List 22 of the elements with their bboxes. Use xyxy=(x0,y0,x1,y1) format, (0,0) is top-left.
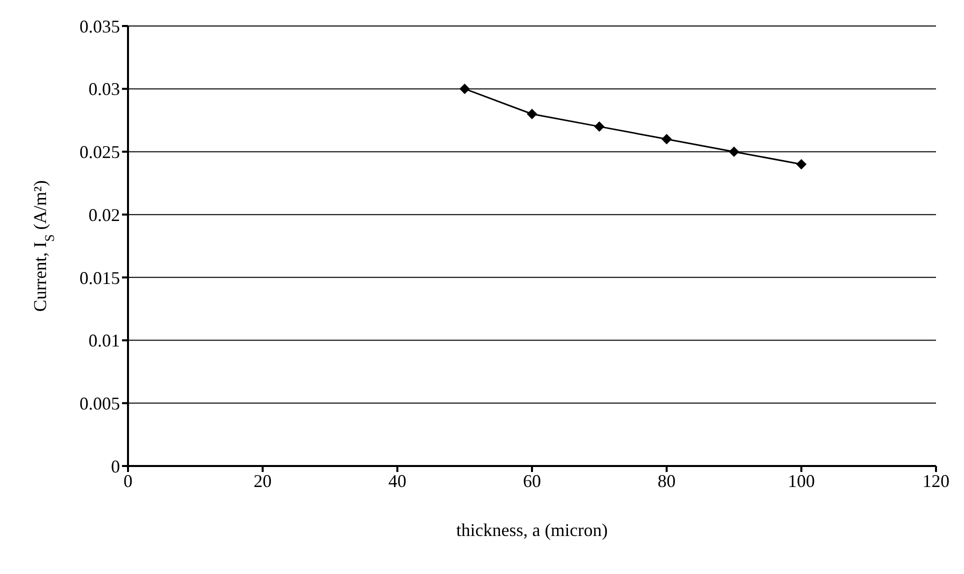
y-tick-label: 0.02 xyxy=(88,204,120,225)
y-tick-label: 0.01 xyxy=(88,330,120,351)
y-tick-label: 0.035 xyxy=(80,16,120,36)
y-tick-label: 0.025 xyxy=(80,142,120,162)
x-tick-label: 80 xyxy=(658,470,676,491)
x-tick-label: 0 xyxy=(124,470,132,491)
point xyxy=(729,146,739,157)
y-tick-label: 0.03 xyxy=(88,79,120,100)
x-tick-label: 60 xyxy=(523,470,541,491)
point xyxy=(662,134,672,144)
point xyxy=(460,84,470,94)
point xyxy=(796,159,806,170)
x-tick-label: 20 xyxy=(254,470,272,491)
x-tick-label: 120 xyxy=(922,470,950,491)
x-tick-label: 100 xyxy=(788,470,815,491)
x-axis-title: thickness, a (micron) xyxy=(456,520,608,540)
y-tick-label: 0.005 xyxy=(80,394,120,414)
y-tick-label: 0.015 xyxy=(80,268,120,288)
x-tick-label: 40 xyxy=(388,470,406,491)
point xyxy=(594,122,604,132)
y-tick-label: 0 xyxy=(111,456,120,476)
point xyxy=(527,109,537,119)
